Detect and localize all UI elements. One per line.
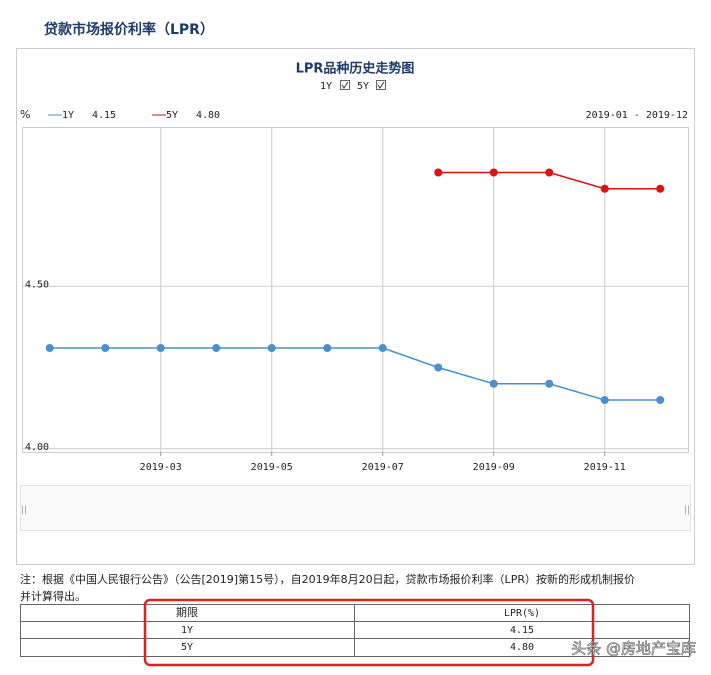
- table-header: LPR(%): [504, 608, 540, 619]
- data-point: [267, 344, 276, 352]
- data-point: [101, 344, 110, 352]
- x-tick-label: 2019-03: [140, 462, 182, 473]
- checkbox[interactable]: [340, 80, 350, 90]
- data-point: [434, 168, 443, 177]
- date-range: 2019-01 - 2019-12: [586, 110, 688, 121]
- data-point: [656, 184, 665, 193]
- x-tick-label: 2019-05: [251, 462, 293, 473]
- series-line: [49, 347, 661, 401]
- legend-value: 4.80: [196, 110, 220, 121]
- data-point: [545, 379, 554, 388]
- legend-label: 1Y: [62, 110, 74, 121]
- legend-label: 5Y: [166, 110, 178, 121]
- data-point: [489, 168, 498, 177]
- data-point: [45, 344, 54, 352]
- check: [377, 81, 385, 89]
- table-cell: 4.15: [510, 625, 534, 636]
- checkbox[interactable]: [376, 80, 386, 90]
- data-point: [489, 379, 498, 388]
- y-unit: %: [20, 108, 30, 121]
- check: [341, 81, 349, 89]
- table-cell: 4.80: [510, 642, 534, 653]
- y-tick-label: 4.00: [25, 442, 49, 453]
- x-tick-label: 2019-07: [362, 462, 404, 473]
- data-point: [545, 168, 554, 177]
- toggle-label[interactable]: 5Y: [357, 81, 369, 92]
- table-cell: 1Y: [181, 625, 193, 636]
- data-point: [600, 396, 609, 404]
- toggle-label[interactable]: 1Y: [320, 81, 332, 92]
- data-point: [378, 344, 387, 352]
- data-point: [323, 344, 332, 352]
- scroll-handle[interactable]: ||: [21, 506, 27, 516]
- table-cell: 5Y: [181, 642, 193, 653]
- header-title: 贷款市场报价利率（LPR）: [44, 21, 214, 38]
- x-tick-label: 2019-11: [584, 462, 626, 473]
- data-point: [600, 184, 609, 193]
- note-line: 注：根据《中国人民银行公告》（公告[2019]第15号），自2019年8月20日…: [20, 572, 635, 586]
- data-point: [656, 396, 665, 404]
- legend-value: 4.15: [92, 110, 116, 121]
- chart-panel: [16, 48, 695, 565]
- x-tick-label: 2019-09: [473, 462, 515, 473]
- scroll-handle[interactable]: ||: [684, 506, 690, 516]
- table-header: 期限: [176, 606, 198, 619]
- data-point: [156, 344, 165, 352]
- data-point: [212, 344, 221, 352]
- scrollbar[interactable]: [20, 485, 691, 531]
- chart-title: LPR品种历史走势图: [296, 61, 415, 77]
- data-point: [434, 363, 443, 372]
- highlight-box: [143, 598, 595, 667]
- note-line: 并计算得出。: [20, 589, 86, 603]
- plot-area: [22, 127, 689, 453]
- watermark: 头条 @房地产宝库: [571, 640, 696, 658]
- y-tick-label: 4.50: [25, 279, 49, 290]
